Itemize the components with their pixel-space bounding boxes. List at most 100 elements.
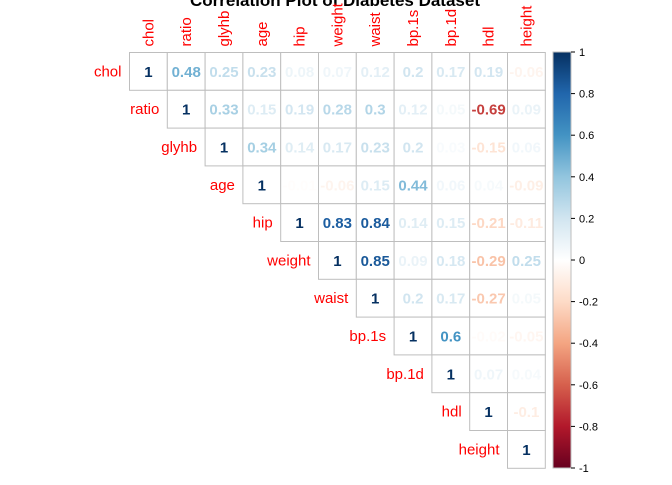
row-label-waist: waist: [313, 290, 349, 307]
grid-cell: [393, 127, 433, 167]
row-label-chol: chol: [94, 63, 122, 80]
corr-value-glyhb-age: 0.34: [247, 140, 277, 157]
corr-value-weight-bp.1d: 0.18: [436, 253, 465, 270]
col-label-weight: weight: [329, 2, 346, 47]
colorbar-layer: -1 -0.8 -0.6 -0.4 -0.2 0 0.2 0.4 0.6 0.8 1: [552, 47, 598, 475]
corr-value-height-height: 1: [522, 442, 530, 459]
cells-layer: 1 0.48 0.25 0.23 0.08 0.07 0.12 0.2 0.17 0.19 -0.0…: [129, 52, 546, 469]
corr-value-ratio-waist: 0.3: [365, 102, 386, 119]
corr-value-weight-weight: 1: [333, 253, 341, 270]
corr-value-chol-ratio: 0.48: [172, 64, 201, 81]
col-label-chol: chol: [140, 19, 157, 47]
grid-cell: [355, 278, 395, 318]
grid-cell: [204, 89, 244, 129]
corr-value-ratio-bp.1s: 0.12: [398, 102, 427, 119]
corr-value-bp.1d-height: 0.04: [512, 366, 542, 383]
corr-value-chol-age: 0.23: [247, 64, 276, 81]
grid-cell: [431, 165, 471, 205]
corr-value-hip-weight: 0.83: [323, 215, 352, 232]
corr-value-chol-waist: 0.12: [361, 64, 390, 81]
corr-value-ratio-weight: 0.28: [323, 102, 352, 119]
row-label-hdl: hdl: [442, 404, 462, 421]
grid-cell: [393, 89, 433, 129]
corr-value-waist-bp.1d: 0.17: [436, 291, 465, 308]
corr-value-glyhb-hip: 0.14: [285, 140, 315, 157]
grid-cell: [166, 89, 206, 129]
corr-value-age-bp.1s: 0.44: [398, 177, 428, 194]
colorbar-tick-label: -1: [579, 463, 589, 475]
corr-value-glyhb-bp.1d: 0.03: [436, 140, 465, 157]
grid-cell: [507, 165, 546, 205]
grid-cell: [431, 316, 471, 356]
grid-cell: [469, 89, 509, 129]
corr-value-age-weight: -0.06: [320, 177, 354, 194]
row-label-height: height: [459, 441, 501, 458]
corr-value-ratio-glyhb: 0.33: [209, 102, 238, 119]
corr-value-bp.1d-hdl: 0.07: [474, 366, 503, 383]
grid-cell: [507, 430, 546, 469]
corr-value-weight-waist: 0.85: [361, 253, 390, 270]
corr-value-bp.1s-height: -0.05: [509, 329, 543, 346]
row-label-bp.1d: bp.1d: [386, 366, 424, 383]
grid-cell: [393, 278, 433, 318]
row-label-glyhb: glyhb: [161, 139, 197, 156]
grid-cell: [355, 165, 395, 205]
col-label-hip: hip: [292, 26, 309, 46]
colorbar-tick-label: -0.4: [579, 338, 598, 350]
corr-value-hip-hip: 1: [295, 215, 303, 232]
corr-value-ratio-height: 0.09: [512, 102, 541, 119]
grid-cell: [507, 316, 546, 356]
corr-value-chol-bp.1d: 0.17: [436, 64, 465, 81]
grid-cell: [393, 165, 433, 205]
corr-value-chol-chol: 1: [144, 64, 152, 81]
chart-title: Correlation Plot of Diabetes Dataset: [190, 0, 480, 10]
row-label-weight: weight: [266, 252, 311, 269]
grid-cell: [469, 354, 509, 394]
corr-value-bp.1d-bp.1d: 1: [447, 366, 455, 383]
corr-value-bp.1s-hdl: -0.02: [471, 329, 505, 346]
grid-cell: [431, 127, 471, 167]
colorbar-tick-label: 0.6: [579, 130, 594, 142]
row-label-age: age: [210, 177, 235, 194]
grid-cell: [469, 127, 509, 167]
grid-cell: [393, 316, 433, 356]
grid-cell: [507, 392, 546, 432]
corr-value-bp.1s-bp.1d: 0.6: [440, 329, 461, 346]
corr-value-weight-height: 0.25: [512, 253, 541, 270]
corr-value-hip-hdl: -0.21: [471, 215, 505, 232]
colorbar-tick-label: 0.4: [579, 172, 594, 184]
col-label-age: age: [254, 21, 271, 46]
grid-cell: [507, 354, 546, 394]
col-label-waist: waist: [367, 11, 384, 47]
col-label-bp.1s: bp.1s: [405, 10, 422, 47]
colorbar: [552, 51, 572, 469]
grid-cell: [507, 52, 546, 91]
corr-value-ratio-ratio: 1: [182, 102, 190, 119]
corr-value-hip-height: -0.11: [510, 215, 543, 232]
corr-value-hip-waist: 0.84: [361, 215, 391, 232]
corr-value-chol-bp.1s: 0.2: [403, 64, 424, 81]
row-label-ratio: ratio: [130, 101, 159, 118]
corr-value-glyhb-glyhb: 1: [220, 140, 228, 157]
corr-value-glyhb-bp.1s: 0.2: [403, 140, 424, 157]
colorbar-tick-label: -0.8: [579, 421, 598, 433]
grid-cell: [431, 89, 471, 129]
grid-cell: [431, 354, 471, 394]
corr-value-hip-bp.1d: 0.15: [436, 215, 465, 232]
grid-cell: [431, 52, 471, 91]
grid-cell: [469, 278, 509, 318]
corr-value-waist-hdl: -0.27: [471, 291, 505, 308]
corr-value-hdl-height: -0.1: [513, 404, 539, 421]
col-label-glyhb: glyhb: [216, 11, 233, 47]
corr-value-age-waist: 0.15: [361, 177, 390, 194]
grid-cell: [280, 89, 320, 129]
col-label-hdl: hdl: [481, 26, 498, 46]
grid-cell: [355, 89, 395, 129]
corr-value-ratio-bp.1d: 0.05: [436, 102, 465, 119]
grid-cell: [507, 241, 546, 280]
corr-value-glyhb-height: 0.06: [512, 140, 541, 157]
corr-value-hip-bp.1s: 0.14: [398, 215, 428, 232]
corr-value-glyhb-waist: 0.23: [361, 140, 390, 157]
corr-value-ratio-age: 0.15: [247, 102, 276, 119]
grid-cell: [280, 165, 320, 205]
